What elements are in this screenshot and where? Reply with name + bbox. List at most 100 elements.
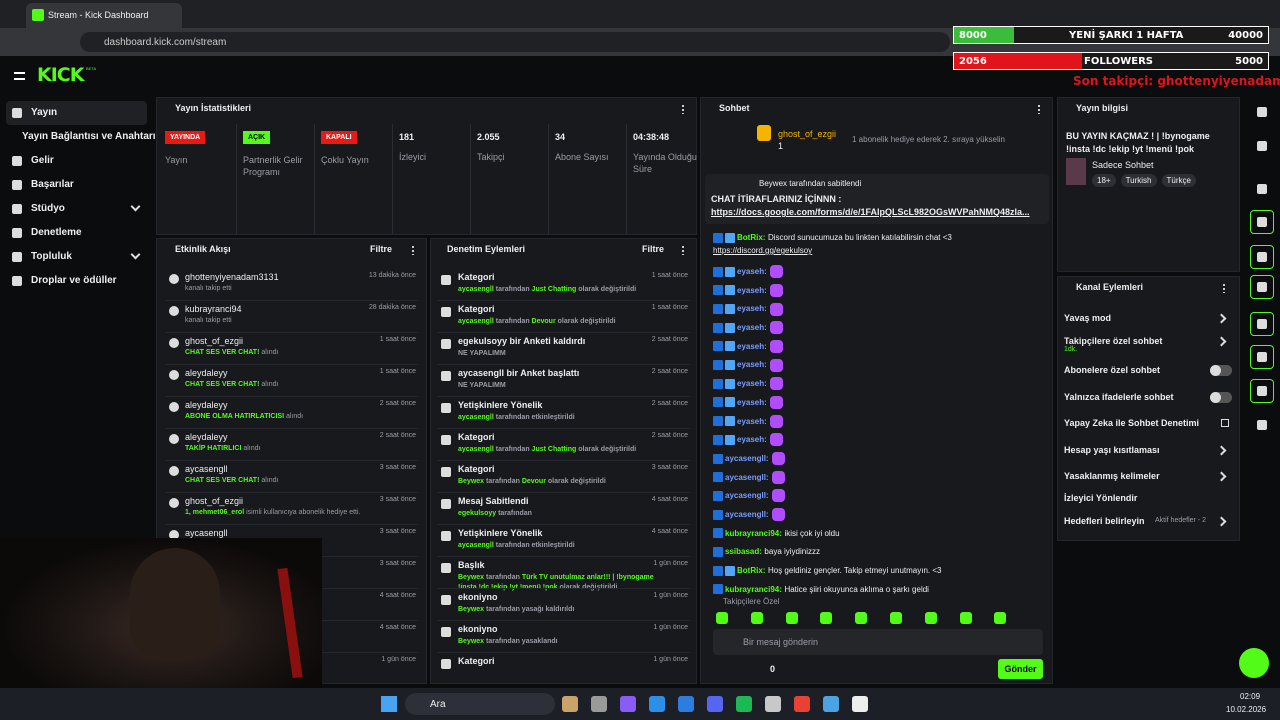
chat-user: kubrayranci94: (725, 584, 782, 594)
tool-button[interactable] (1250, 275, 1274, 299)
nav-item[interactable]: Stüdyo (6, 197, 147, 221)
panel-title: Yayın İstatistikleri (175, 103, 252, 113)
nav-item[interactable]: Başarılar (6, 173, 147, 197)
action-label[interactable]: Yapay Zeka ile Sohbet Denetimi (1064, 418, 1200, 428)
emote-button[interactable] (855, 612, 868, 624)
filter[interactable]: Filtre (641, 244, 664, 254)
action-label[interactable]: Yavaş mod (1064, 313, 1112, 323)
action-label[interactable]: Hesap yaşı kısıtlaması (1064, 445, 1160, 455)
tab[interactable]: Stream - Kick Dashboard (26, 3, 182, 28)
detail: kanalı takip etti (185, 317, 232, 324)
action-label[interactable]: Abonelere özel sohbet (1064, 365, 1161, 375)
detail-part: Türk TV unutulmaz anlar!!! | !bynogame !… (458, 574, 654, 591)
moderation-detail: aycasengll tarafından etkinleştirildi (458, 541, 663, 551)
nav-item[interactable]: Gelir (6, 149, 147, 173)
url[interactable]: dashboard.kick.com/stream (104, 37, 227, 48)
more[interactable] (1223, 283, 1225, 293)
message-input[interactable]: Bir mesaj gönderin (713, 629, 1043, 655)
tag[interactable]: 18+ (1092, 174, 1116, 187)
app-icon[interactable] (620, 696, 636, 712)
moderation-title: Kategori (458, 432, 495, 442)
action-label[interactable]: Takipçilere özel sohbet (1064, 336, 1163, 346)
app-icon[interactable] (649, 696, 665, 712)
reward: CHAT SES VER CHAT! (185, 477, 260, 484)
nav-item[interactable]: Droplar ve ödüller (6, 269, 147, 293)
emote-button[interactable] (750, 612, 763, 624)
emote-button[interactable] (959, 612, 972, 624)
activity-detail: 1, mehmet06_erol isimli kullanıcıya abon… (185, 509, 361, 516)
tag[interactable]: Turkish (1120, 174, 1157, 187)
help-button[interactable] (1239, 648, 1269, 678)
emote-button[interactable] (924, 612, 937, 624)
logo[interactable]: KICK (37, 64, 84, 86)
chevron[interactable] (1216, 516, 1227, 527)
app-icon[interactable] (736, 696, 752, 712)
nav-item[interactable]: Denetleme (6, 221, 147, 245)
moderation-icon (441, 595, 451, 605)
send-button[interactable]: Gönder (998, 659, 1043, 679)
tool-button[interactable] (1250, 345, 1274, 369)
webcam (0, 538, 322, 688)
app-icon[interactable] (678, 696, 694, 712)
action-label[interactable]: Hedefleri belirleyin (1064, 516, 1145, 526)
more[interactable] (682, 104, 684, 114)
app-icon[interactable] (794, 696, 810, 712)
moderation-title: Başlık (458, 560, 485, 570)
nav-item[interactable]: Yayın (6, 101, 147, 125)
moderation-item: Kategori Beywex tarafından Devour olarak … (431, 460, 696, 493)
app-icon[interactable] (823, 696, 839, 712)
action-label[interactable]: Yasaklanmış kelimeler (1064, 471, 1160, 481)
tool-button[interactable] (1250, 379, 1274, 403)
action-label[interactable]: Yalnızca ifadelerle sohbet (1064, 392, 1174, 402)
tool-button[interactable] (1250, 245, 1274, 269)
more[interactable] (682, 245, 684, 255)
url-box[interactable] (80, 32, 950, 52)
time: 4 saat önce (379, 624, 416, 631)
toggle[interactable] (1210, 365, 1232, 376)
app-icon[interactable] (707, 696, 723, 712)
tag[interactable]: Türkçe (1161, 174, 1196, 187)
emote-button[interactable] (994, 612, 1007, 624)
chevron[interactable] (1216, 336, 1227, 347)
detail: alındı (261, 349, 279, 356)
moderation-icon (441, 307, 451, 317)
external-link[interactable] (1221, 419, 1229, 427)
app-icon[interactable] (562, 696, 578, 712)
app-icon[interactable] (591, 696, 607, 712)
search-box[interactable]: Ara (405, 693, 555, 715)
category[interactable]: Sadece Sohbet (1092, 160, 1154, 170)
emote (769, 302, 783, 316)
emote-button[interactable] (820, 612, 833, 624)
app-icon[interactable] (852, 696, 868, 712)
app-icon[interactable] (765, 696, 781, 712)
emote-button[interactable] (716, 612, 728, 624)
pinned-link[interactable]: https://docs.google.com/forms/d/e/1FAIpQ… (711, 207, 1030, 217)
detail: alındı (285, 413, 304, 420)
start-button[interactable] (381, 696, 397, 712)
filter[interactable]: Filtre (369, 244, 392, 254)
chevron[interactable] (1216, 445, 1227, 456)
user-name: aleydaleyy (185, 400, 228, 410)
detail: kanalı takip etti (185, 285, 232, 292)
emote-button[interactable] (890, 612, 902, 624)
chat-link[interactable]: https://discord.gg/egekulsoy (713, 246, 813, 255)
toggle[interactable] (1210, 392, 1232, 403)
menu-button[interactable] (14, 72, 25, 80)
chevron[interactable] (1216, 313, 1227, 324)
emote-button[interactable] (785, 612, 798, 624)
moderation-panel: Denetim Eylemleri Filtre Kategori aycasen… (430, 238, 697, 684)
more[interactable] (1038, 104, 1040, 114)
more[interactable] (412, 245, 414, 255)
separator (165, 300, 418, 301)
badge (725, 565, 735, 576)
chevron[interactable] (1216, 471, 1227, 482)
detail-part: tarafından yasaklandı (484, 638, 558, 645)
detail: alındı (261, 381, 279, 388)
action-label[interactable]: İzleyici Yönlendir (1064, 493, 1138, 503)
tool-button[interactable] (1250, 210, 1274, 234)
tool-button[interactable] (1250, 312, 1274, 336)
chat-message: aycasengll: (713, 449, 1048, 468)
nav-item[interactable]: Yayın Bağlantısı ve Anahtarı (6, 125, 156, 149)
moderation-detail: aycasengll tarafından Just Chatting olar… (458, 285, 663, 295)
nav-item[interactable]: Topluluk (6, 245, 147, 269)
